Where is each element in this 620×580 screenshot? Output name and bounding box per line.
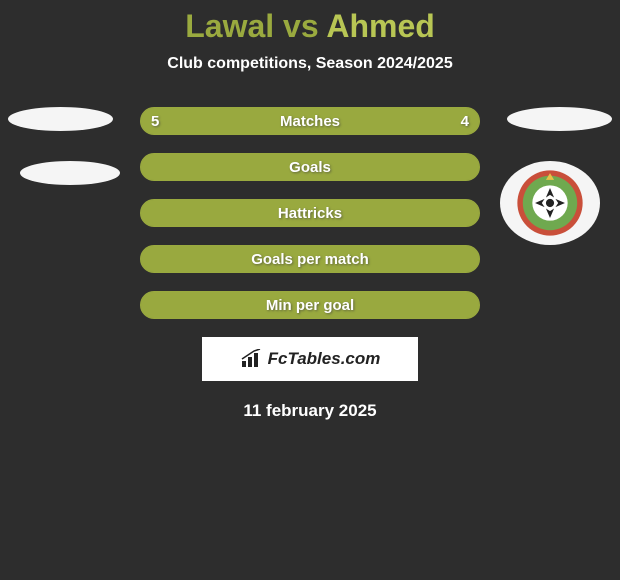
branding-box[interactable]: FcTables.com bbox=[202, 337, 418, 381]
stat-label: Matches bbox=[280, 113, 340, 130]
player2-name: Ahmed bbox=[326, 8, 434, 44]
comparison-widget: Lawal vs Ahmed Club competitions, Season… bbox=[0, 0, 620, 421]
stat-label: Hattricks bbox=[278, 205, 342, 222]
player1-avatar-placeholder-1 bbox=[8, 107, 113, 131]
stat-label: Goals per match bbox=[251, 251, 369, 268]
club-badge-icon bbox=[516, 169, 584, 237]
subtitle: Club competitions, Season 2024/2025 bbox=[0, 55, 620, 73]
stat-label: Goals bbox=[289, 159, 331, 176]
player1-avatar-placeholder-2 bbox=[20, 161, 120, 185]
stat-right-value: 4 bbox=[461, 113, 469, 130]
chart-icon bbox=[240, 349, 264, 369]
stat-left-value: 5 bbox=[151, 113, 159, 130]
player2-avatar-placeholder-1 bbox=[507, 107, 612, 131]
stat-row-goals-per-match: Goals per match bbox=[140, 245, 480, 273]
branding-text: FcTables.com bbox=[268, 349, 381, 369]
stat-row-hattricks: Hattricks bbox=[140, 199, 480, 227]
stat-row-matches: 5 Matches 4 bbox=[140, 107, 480, 135]
player1-name: Lawal bbox=[185, 8, 274, 44]
stat-row-min-per-goal: Min per goal bbox=[140, 291, 480, 319]
stat-row-goals: Goals bbox=[140, 153, 480, 181]
stat-label: Min per goal bbox=[266, 297, 354, 314]
date-text: 11 february 2025 bbox=[0, 401, 620, 421]
page-title: Lawal vs Ahmed bbox=[0, 8, 620, 45]
stat-rows: 5 Matches 4 Goals Hattricks Goals per ma… bbox=[140, 107, 480, 319]
stats-area: 5 Matches 4 Goals Hattricks Goals per ma… bbox=[0, 107, 620, 421]
player2-club-badge bbox=[500, 161, 600, 245]
vs-text: vs bbox=[283, 8, 319, 44]
